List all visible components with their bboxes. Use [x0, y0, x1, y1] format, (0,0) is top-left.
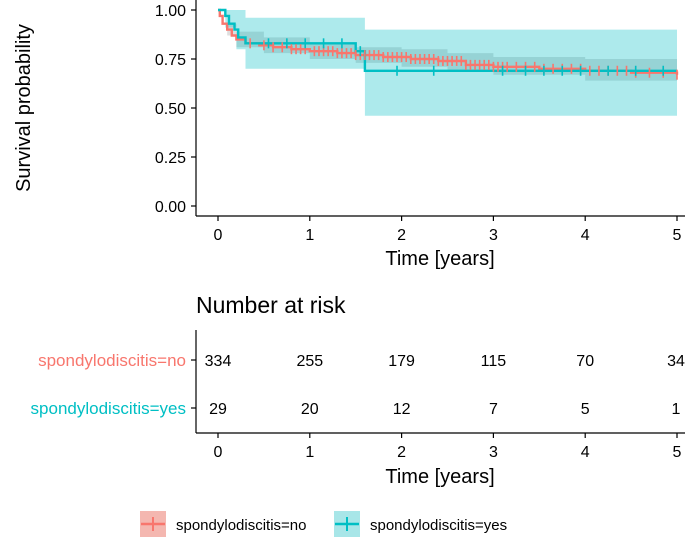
y-tick-label: 0.75 — [155, 52, 186, 69]
risk-cell: 7 — [489, 401, 498, 418]
y-tick-label: 1.00 — [155, 3, 186, 20]
risk-x-tick-label: 4 — [581, 444, 590, 461]
y-axis-ticks: 0.00 0.25 0.50 0.75 1.00 — [155, 3, 196, 216]
risk-cell: 179 — [388, 353, 415, 370]
y-tick-label: 0.25 — [155, 150, 186, 167]
risk-x-tick-label: 5 — [673, 444, 682, 461]
risk-x-tick-label: 2 — [397, 444, 406, 461]
risk-x-tick-label: 3 — [489, 444, 498, 461]
x-axis-ticks: 0 1 2 3 4 5 — [214, 216, 682, 244]
risk-cell: 115 — [481, 353, 507, 370]
risk-cell: 255 — [296, 353, 323, 370]
x-tick-label: 1 — [305, 227, 314, 244]
legend: spondylodiscitis=no spondylodiscitis=yes — [140, 511, 507, 537]
risk-table: Number at risk spondylodiscitis=no 334 255… — [31, 292, 685, 488]
risk-x-tick-label: 1 — [305, 444, 314, 461]
y-tick-label: 0.00 — [155, 199, 186, 216]
risk-cell: 1 — [672, 401, 681, 418]
risk-cell: 20 — [301, 401, 319, 418]
survival-plot: 0.00 0.25 0.50 0.75 1.00 0 1 2 3 4 5 Survival pro… — [13, 0, 685, 270]
x-tick-label: 3 — [489, 227, 498, 244]
risk-x-axis-ticks: 0 1 2 3 4 5 — [214, 433, 682, 461]
risk-row-label: spondylodiscitis=no — [38, 351, 186, 370]
risk-cell: 34 — [667, 353, 685, 370]
y-tick-label: 0.50 — [155, 101, 186, 118]
legend-item-yes: spondylodiscitis=yes — [334, 511, 507, 537]
risk-row-label: spondylodiscitis=yes — [31, 399, 186, 418]
risk-table-title: Number at risk — [196, 292, 346, 318]
x-tick-label: 4 — [581, 227, 590, 244]
legend-item-no: spondylodiscitis=no — [140, 511, 307, 537]
x-tick-label: 0 — [214, 227, 223, 244]
legend-label: spondylodiscitis=yes — [370, 517, 507, 534]
x-axis-label: Time [years] — [385, 248, 494, 270]
censor-marks — [249, 38, 678, 80]
legend-label: spondylodiscitis=no — [176, 517, 307, 534]
x-tick-label: 5 — [673, 227, 682, 244]
x-tick-label: 2 — [397, 227, 406, 244]
risk-cell: 5 — [581, 401, 590, 418]
risk-cell: 334 — [205, 353, 232, 370]
risk-cell: 70 — [576, 353, 594, 370]
risk-x-tick-label: 0 — [214, 444, 223, 461]
risk-rows: spondylodiscitis=no 334 255 179 115 70 34 spond… — [31, 351, 685, 418]
y-axis-label: Survival probability — [13, 24, 35, 192]
risk-x-axis-label: Time [years] — [385, 466, 494, 488]
risk-cell: 29 — [209, 401, 227, 418]
risk-cell: 12 — [393, 401, 411, 418]
